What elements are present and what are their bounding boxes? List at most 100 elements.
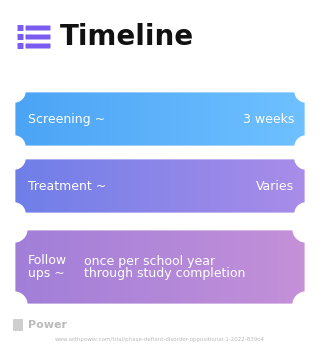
Bar [248,91,250,147]
Bar [220,91,222,147]
Circle shape [3,147,25,169]
Bar [40,91,42,147]
Bar [248,158,250,214]
Bar [84,158,86,214]
Bar [126,229,128,305]
Bar [108,158,109,214]
Bar [103,91,105,147]
Bar [94,91,96,147]
Bar [179,158,181,214]
Bar [182,91,184,147]
Bar [75,158,77,214]
Bar [83,91,84,147]
Bar [14,91,16,147]
Bar [134,91,136,147]
Bar [58,91,60,147]
Bar [21,229,23,305]
Circle shape [293,292,319,318]
Bar [267,229,268,305]
Bar [183,229,185,305]
Bar [78,229,80,305]
Bar [90,158,92,214]
Bar [173,229,175,305]
Bar [302,158,304,214]
Bar [192,91,194,147]
Bar [110,158,112,214]
Bar [157,91,159,147]
Bar [217,229,219,305]
Bar [129,91,131,147]
Bar [160,91,162,147]
Bar [183,158,185,214]
Bar [119,158,121,214]
Bar [169,91,171,147]
Text: Follow: Follow [28,254,67,268]
Bar [88,91,91,147]
Bar [69,91,71,147]
Bar [61,91,63,147]
Bar [217,91,219,147]
Bar [271,158,273,214]
Bar [156,229,157,305]
Bar [42,229,44,305]
Bar [201,158,203,214]
Bar [160,229,162,305]
Bar [56,229,58,305]
Bar [191,158,193,214]
Bar [55,229,57,305]
Bar [78,158,80,214]
Bar [172,229,174,305]
Bar [207,158,209,214]
Bar [90,229,92,305]
Bar [147,158,149,214]
Bar [119,229,121,305]
Bar [303,91,305,147]
Bar [141,158,143,214]
Bar [24,158,26,214]
Bar [21,158,23,214]
Bar [43,91,45,147]
Text: once per school year: once per school year [84,254,215,268]
Bar [35,158,36,214]
Bar [94,229,96,305]
Bar [140,229,141,305]
Bar [150,229,152,305]
Bar [183,91,185,147]
Bar [15,229,17,305]
Bar [116,91,118,147]
Bar [283,229,284,305]
Bar [33,91,35,147]
Bar [158,91,161,147]
Bar [37,91,39,147]
Bar [157,158,159,214]
Bar [204,158,206,214]
Bar [52,229,54,305]
Bar [256,229,258,305]
Bar [233,229,235,305]
Bar [23,158,25,214]
Bar [207,91,209,147]
Bar [278,229,280,305]
Bar [221,158,223,214]
Bar [230,229,232,305]
Bar [30,158,32,214]
Circle shape [295,136,317,158]
Bar [212,91,214,147]
Bar [142,158,144,214]
Bar [305,91,307,147]
Bar [51,229,52,305]
Bar [237,91,239,147]
Bar [180,229,182,305]
Bar [300,91,302,147]
Bar [31,229,34,305]
Circle shape [3,203,25,225]
Bar [105,158,107,214]
FancyBboxPatch shape [18,34,23,40]
Bar [252,158,254,214]
Bar [80,91,82,147]
Bar [265,229,267,305]
Bar [253,91,255,147]
Bar [87,91,89,147]
Bar [224,158,226,214]
Bar [246,229,248,305]
